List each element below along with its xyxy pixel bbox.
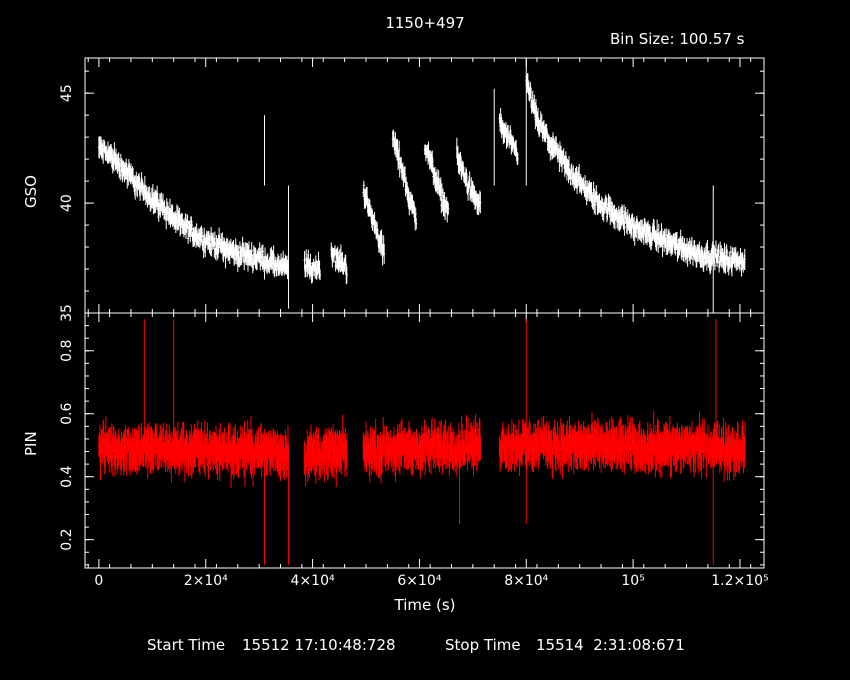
x-tick-label: 6×10⁴ (397, 573, 441, 589)
gso-panel: 35 40 45 (59, 57, 765, 322)
bin-size-label: Bin Size: 100.57 s (610, 30, 745, 48)
pin-ytick-label: 0.2 (59, 529, 75, 551)
pin-ytick-label: 0.6 (59, 403, 75, 425)
gso-series (97, 58, 746, 313)
pin-ytick-label: 0.4 (59, 465, 75, 487)
x-axis-label: Time (s) (394, 596, 456, 614)
pin-series (97, 319, 747, 565)
x-tick-label: 2×10⁴ (184, 573, 228, 589)
x-axis: 0 2×10⁴ 4×10⁴ 6×10⁴ 8×10⁴ 10⁵ 1.2×10⁵ (94, 573, 768, 589)
x-tick-label: 10⁵ (621, 573, 644, 589)
start-time-label: Start Time (147, 636, 226, 654)
x-tick-label: 4×10⁴ (291, 573, 335, 589)
pin-panel: 0.2 0.4 0.6 0.8 (59, 312, 765, 569)
gso-ytick-label: 45 (59, 84, 75, 102)
gso-ytick-label: 35 (59, 304, 75, 322)
pin-frame (84, 312, 765, 569)
stop-time-value: 15514 2:31:08:671 (536, 636, 685, 654)
gso-ytick-label: 40 (59, 194, 75, 212)
x-tick-label: 8×10⁴ (504, 573, 548, 589)
pin-axis-label: PIN (22, 431, 40, 456)
x-tick-label: 1.2×10⁵ (711, 573, 768, 589)
x-tick-label: 0 (94, 573, 103, 589)
stop-time-label: Stop Time (445, 636, 521, 654)
gso-axis-label: GSO (22, 175, 40, 208)
start-time-value: 15512 17:10:48:728 (242, 636, 396, 654)
chart-title: 1150+497 (385, 14, 465, 32)
pin-ytick-label: 0.8 (59, 340, 75, 362)
